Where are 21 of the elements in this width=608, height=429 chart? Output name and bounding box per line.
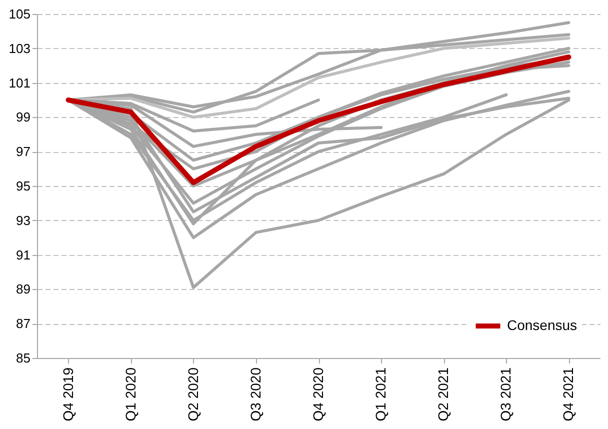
x-tick-label: Q1 2020 xyxy=(122,367,138,422)
y-tick-label: 95 xyxy=(16,178,30,194)
y-tick-label: 103 xyxy=(8,40,30,56)
y-tick-label: 89 xyxy=(16,282,30,297)
y-tick-label: 93 xyxy=(16,212,30,228)
x-tick-label: Q3 2020 xyxy=(247,367,264,422)
y-tick-label: 91 xyxy=(16,247,30,262)
legend-label: Consensus xyxy=(507,317,578,333)
x-tick-label: Q1 2021 xyxy=(372,367,389,422)
y-tick-label: 87 xyxy=(16,316,30,332)
x-tick-label: Q3 2021 xyxy=(498,367,514,422)
y-tick-label: 85 xyxy=(16,350,30,366)
x-tick-label: Q4 2019 xyxy=(60,367,76,422)
x-tick-label: Q4 2021 xyxy=(560,367,576,422)
x-tick-label: Q2 2020 xyxy=(184,367,201,422)
y-tick-label: 105 xyxy=(8,6,30,22)
y-tick-label: 101 xyxy=(8,75,30,90)
x-tick-label: Q4 2020 xyxy=(310,367,326,422)
y-tick-label: 99 xyxy=(16,110,30,125)
x-tick-label: Q2 2021 xyxy=(435,367,452,422)
y-tick-label: 97 xyxy=(16,144,30,160)
